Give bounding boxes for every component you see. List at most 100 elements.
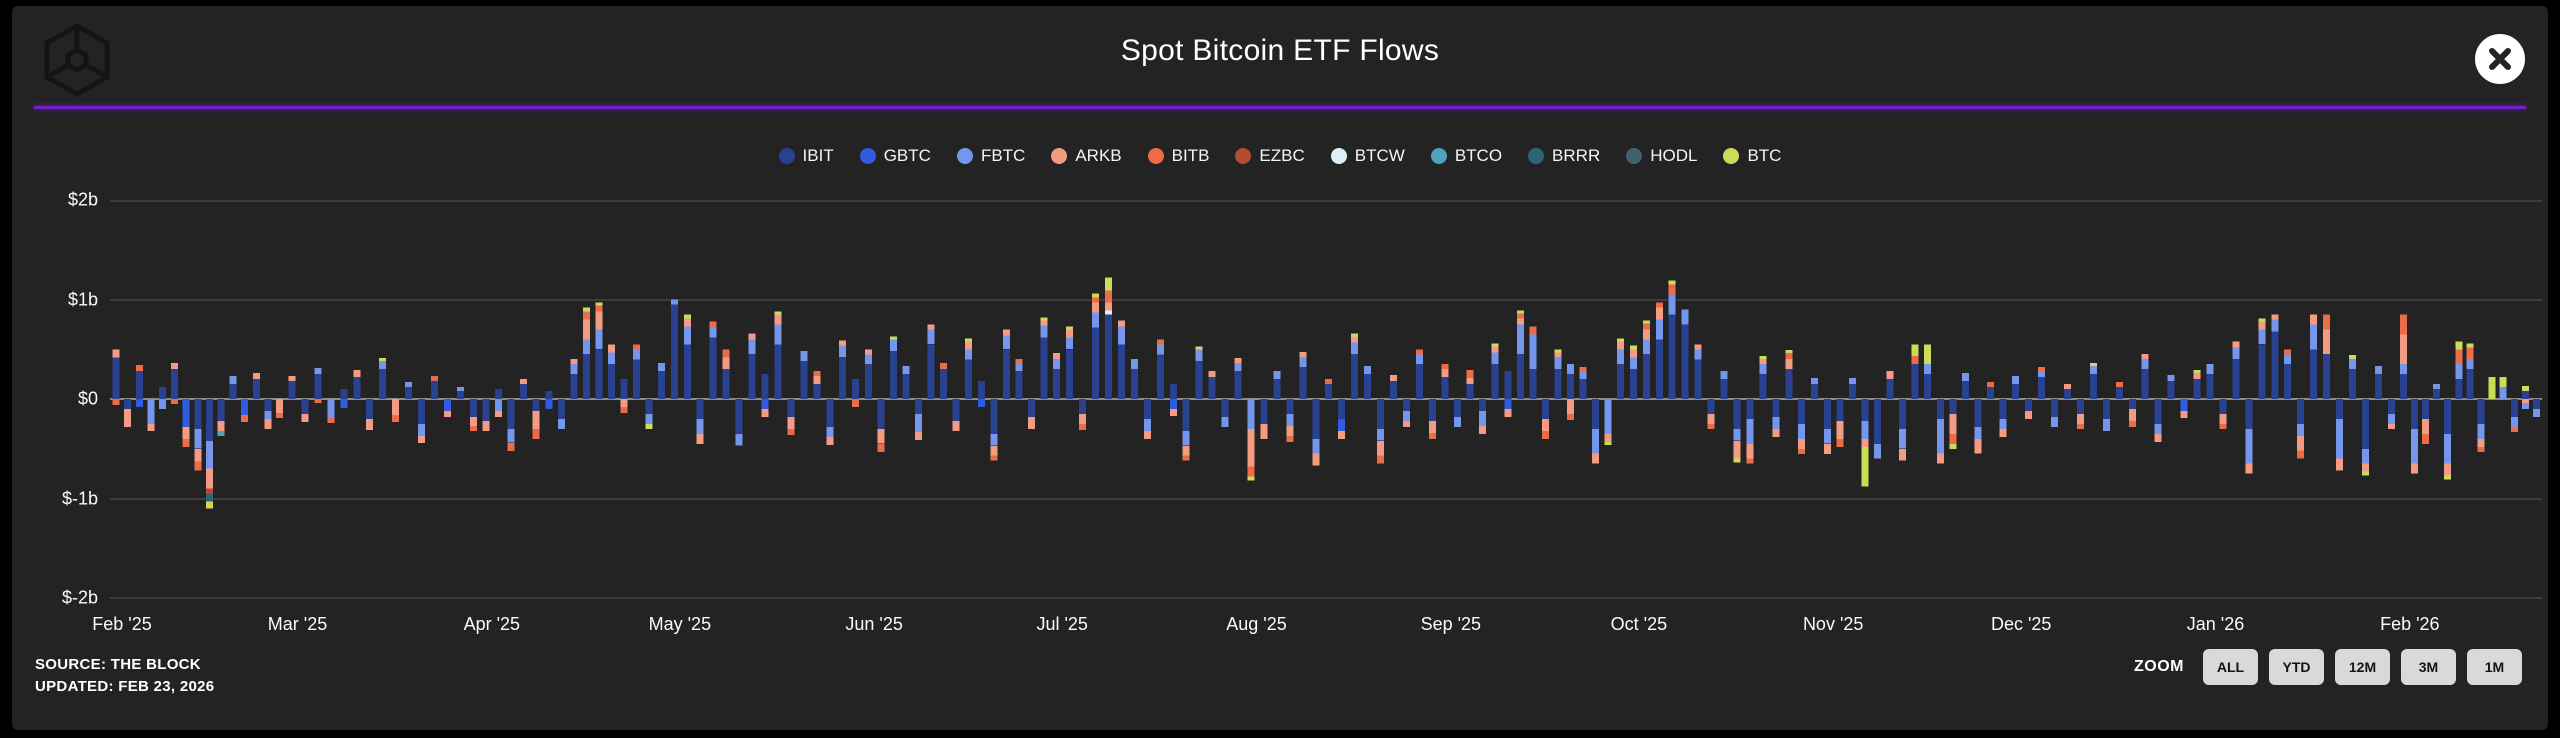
bar-segment-ibit[interactable] [2349, 369, 2356, 399]
bar-segment-ibit[interactable] [1579, 379, 1587, 399]
bar-segment-arkb[interactable] [206, 468, 213, 489]
bar-segment-ibit[interactable] [2362, 399, 2369, 449]
bar-segment-ibit[interactable] [2025, 399, 2033, 411]
bar-segment-ibit[interactable] [2271, 331, 2279, 399]
bar-segment-ibit[interactable] [774, 344, 782, 399]
bar-segment-arkb[interactable] [1899, 448, 1907, 461]
bar-segment-ibit[interactable] [1529, 369, 1537, 399]
bar-segment-arkb[interactable] [1260, 423, 1268, 439]
bar-segment-fbtc[interactable] [495, 399, 503, 411]
bar-segment-bitb[interactable] [170, 399, 178, 404]
bar-segment-ibit[interactable] [990, 399, 998, 434]
bar-segment-bitb[interactable] [620, 407, 628, 413]
bar-segment-arkb[interactable] [1861, 438, 1869, 447]
bar-segment-fbtc[interactable] [1377, 428, 1384, 441]
bar-segment-fbtc[interactable] [927, 329, 935, 345]
bar-segment-btc[interactable] [1785, 350, 1793, 354]
bar-segment-bitb[interactable] [1746, 458, 1754, 464]
bar-segment-gbtc[interactable] [2180, 399, 2188, 411]
bar-segment-ibit[interactable] [1681, 324, 1689, 399]
bar-segment-arkb[interactable] [915, 431, 923, 440]
bar-segment-bitb[interactable] [112, 399, 120, 405]
bar-segment-bitb[interactable] [709, 321, 717, 328]
bar-segment-ibit[interactable] [405, 387, 413, 399]
bar-segment-ibit[interactable] [1454, 399, 1462, 417]
bar-segment-gbtc[interactable] [1338, 418, 1346, 431]
bar-segment-fbtc[interactable] [2510, 416, 2518, 427]
bar-segment-bitb[interactable] [1785, 353, 1793, 360]
zoom-button-3m[interactable]: 3M [2401, 649, 2456, 685]
bar-segment-arkb[interactable] [826, 436, 834, 445]
bar-segment-arkb[interactable] [2245, 463, 2253, 474]
legend-item-btco[interactable]: BTCO [1430, 146, 1502, 166]
bar-segment-btc[interactable] [1733, 458, 1741, 463]
bar-segment-fbtc[interactable] [1733, 428, 1741, 441]
bar-segment-arkb[interactable] [2232, 341, 2240, 348]
bar-segment-ibit[interactable] [301, 399, 309, 414]
legend-item-btcw[interactable]: BTCW [1330, 146, 1405, 166]
bar-segment-arkb[interactable] [927, 324, 935, 330]
bar-segment-fbtc[interactable] [915, 413, 923, 432]
bar-segment-fbtc[interactable] [1053, 359, 1061, 370]
bar-segment-ibit[interactable] [2411, 399, 2418, 429]
bar-segment-ibit[interactable] [582, 354, 590, 399]
bar-segment-ibit[interactable] [469, 399, 477, 417]
bar-segment-ibit[interactable] [2141, 369, 2149, 399]
bar-segment-arkb[interactable] [2323, 329, 2331, 355]
bar-segment-bitb[interactable] [582, 311, 590, 320]
bar-segment-fbtc[interactable] [1629, 357, 1637, 370]
bar-segment-bitb[interactable] [1579, 367, 1587, 372]
bar-segment-btc[interactable] [1351, 333, 1359, 337]
bar-segment-arkb[interactable] [774, 314, 782, 325]
bar-segment-arkb[interactable] [1733, 440, 1741, 459]
bar-segment-ibit[interactable] [431, 381, 438, 399]
bar-segment-fbtc[interactable] [1156, 344, 1164, 355]
bar-segment-fbtc[interactable] [2466, 359, 2474, 370]
bar-segment-ibit[interactable] [557, 399, 565, 419]
bar-segment-arkb[interactable] [1169, 408, 1177, 416]
bar-segment-fbtc[interactable] [1642, 339, 1650, 355]
bar-segment-ibit[interactable] [607, 364, 615, 399]
bar-segment-btcw[interactable] [1105, 310, 1112, 315]
legend-item-gbtc[interactable]: GBTC [859, 146, 931, 166]
bar-segment-ibit[interactable] [135, 371, 143, 399]
bar-segment-ibit[interactable] [2115, 387, 2123, 399]
bar-segment-arkb[interactable] [2310, 314, 2318, 325]
bar-segment-arkb[interactable] [2154, 433, 2162, 442]
bar-segment-arkb[interactable] [1642, 329, 1650, 340]
bar-segment-ibit[interactable] [952, 399, 960, 421]
bar-segment-fbtc[interactable] [965, 349, 973, 360]
bar-segment-btc[interactable] [1629, 345, 1637, 350]
bar-segment-arkb[interactable] [696, 433, 704, 444]
bar-segment-arkb[interactable] [683, 318, 691, 327]
bar-segment-bitb[interactable] [194, 461, 202, 471]
bar-segment-arkb[interactable] [2444, 463, 2452, 476]
bar-segment-ibit[interactable] [206, 399, 213, 441]
bar-segment-bitb[interactable] [852, 399, 860, 407]
bar-segment-arkb[interactable] [2128, 408, 2136, 421]
bar-segment-btc[interactable] [2521, 386, 2529, 392]
bar-segment-ibit[interactable] [264, 399, 272, 411]
bar-segment-ibit[interactable] [229, 384, 237, 399]
bar-segment-bitb[interactable] [1156, 339, 1164, 345]
bar-segment-bitb[interactable] [1529, 326, 1537, 335]
bar-segment-bitb[interactable] [2128, 420, 2136, 427]
bar-segment-fbtc[interactable] [1182, 430, 1190, 446]
bar-segment-fbtc[interactable] [645, 413, 653, 424]
bar-segment-ibit[interactable] [2387, 399, 2395, 414]
bar-segment-arkb[interactable] [170, 363, 178, 370]
bar-segment-btc[interactable] [1617, 338, 1625, 342]
bar-segment-ibit[interactable] [1811, 384, 1819, 399]
legend-item-ibit[interactable]: IBIT [778, 146, 834, 166]
bar-segment-ibit[interactable] [2077, 399, 2084, 414]
bar-segment-btc[interactable] [1066, 326, 1074, 330]
bar-segment-bitb[interactable] [1286, 435, 1294, 442]
bar-segment-bitb[interactable] [1247, 466, 1255, 477]
bar-segment-arkb[interactable] [1746, 443, 1754, 459]
bar-segment-btc[interactable] [1247, 476, 1255, 481]
bar-segment-bitb[interactable] [1182, 455, 1190, 461]
bar-segment-bitb[interactable] [2455, 349, 2463, 365]
bar-segment-fbtc[interactable] [1592, 428, 1599, 454]
bar-segment-fbtc[interactable] [418, 423, 425, 436]
bar-segment-fbtc[interactable] [2141, 359, 2149, 370]
